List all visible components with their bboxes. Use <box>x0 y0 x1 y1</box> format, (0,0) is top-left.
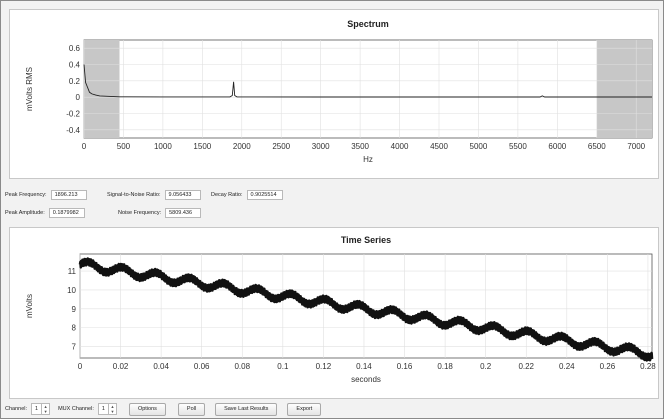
shaded-region <box>84 40 120 138</box>
x-tick-label: 0.1 <box>277 362 289 371</box>
y-tick-label: 0 <box>76 93 81 102</box>
x-tick-label: 0 <box>78 362 83 371</box>
x-tick-label: 0.2 <box>480 362 492 371</box>
poll-button[interactable]: Poll <box>177 402 206 416</box>
noise-frequency-field[interactable]: 5809.436 <box>165 208 202 218</box>
noise-frequency-label: Noise Frequency: <box>118 210 162 216</box>
shaded-region <box>596 40 652 138</box>
time-series-line <box>78 257 654 362</box>
mux-channel-spinner[interactable]: 1 ▲ ▼ <box>97 403 117 415</box>
decay-ratio-label: Decay Ratio: <box>211 192 243 198</box>
plot-area <box>83 39 653 139</box>
x-tick-label: 5000 <box>470 142 488 151</box>
export-button[interactable]: Export <box>287 402 322 416</box>
y-tick-label: 0.6 <box>69 44 81 53</box>
decay-ratio-readout: Decay Ratio: 0.9025514 <box>211 190 283 200</box>
x-tick-label: 4500 <box>430 142 448 151</box>
x-tick-label: 5500 <box>509 142 527 151</box>
spin-down-icon[interactable]: ▼ <box>43 409 48 414</box>
spectrum-chart: Spectrum 0 500 1000 1500 2000 2500 3000 3500 4000… <box>25 19 653 164</box>
mux-channel-value[interactable]: 1 <box>101 406 105 412</box>
spectrum-chart-panel: Spectrum 0 500 1000 1500 2000 2500 3000 3500 4000… <box>9 9 659 179</box>
x-tick-label: 1000 <box>154 142 172 151</box>
y-axis-label: mVolts <box>25 294 34 318</box>
y-tick-label: 7 <box>72 343 77 352</box>
x-tick-label: 0.08 <box>234 362 250 371</box>
channel-spinner[interactable]: 1 ▲ ▼ <box>31 403 51 415</box>
x-axis-label: seconds <box>351 375 381 384</box>
spin-up-icon[interactable]: ▲ <box>110 404 115 409</box>
spectrum-series-line <box>83 64 652 98</box>
snr-label: Signal-to-Noise Ratio: <box>107 192 161 198</box>
spin-up-icon[interactable]: ▲ <box>43 404 48 409</box>
x-tick-label: 1500 <box>193 142 211 151</box>
chart-title: Spectrum <box>347 19 389 29</box>
control-bar: Channel: 1 ▲ ▼ MUX Channel: 1 ▲ ▼ Option… <box>5 402 322 416</box>
y-tick-label: 8 <box>72 324 77 333</box>
y-tick-label: 11 <box>68 267 77 276</box>
x-tick-label: 0.26 <box>600 362 616 371</box>
x-tick-label: 0.24 <box>559 362 575 371</box>
peak-amplitude-readout: Peak Amplitude: 0.1879982 <box>5 208 85 218</box>
x-tick-label: 0.18 <box>437 362 453 371</box>
x-tick-label: 3000 <box>312 142 330 151</box>
x-tick-label: 7000 <box>627 142 645 151</box>
x-tick-label: 0.02 <box>113 362 129 371</box>
x-tick-label: 6500 <box>588 142 606 151</box>
y-tick-label: -0.2 <box>66 110 80 119</box>
options-button[interactable]: Options <box>128 402 166 416</box>
time-series-chart-panel: Time Series 0 0.02 0.04 0.06 0.08 0.1 0.12 0.14 0… <box>9 227 659 399</box>
time-series-chart: Time Series 0 0.02 0.04 0.06 0.08 0.1 0.12 0.14 0… <box>25 235 656 384</box>
x-tick-label: 3500 <box>351 142 369 151</box>
x-tick-label: 2000 <box>233 142 251 151</box>
x-tick-label: 6000 <box>548 142 566 151</box>
snr-field[interactable]: 9.056433 <box>164 190 201 200</box>
x-tick-label: 0.12 <box>316 362 332 371</box>
y-axis-label: mVolts RMS <box>25 67 34 111</box>
x-tick-label: 0.28 <box>640 362 656 371</box>
x-tick-label: 0.22 <box>518 362 534 371</box>
snr-readout: Signal-to-Noise Ratio: 9.056433 <box>107 190 201 200</box>
x-tick-label: 4000 <box>391 142 409 151</box>
x-tick-label: 500 <box>117 142 131 151</box>
x-tick-label: 0.04 <box>153 362 169 371</box>
spin-down-icon[interactable]: ▼ <box>110 409 115 414</box>
channel-label: Channel: <box>5 406 28 412</box>
x-axis-label: Hz <box>363 155 373 164</box>
peak-frequency-label: Peak Frequency: <box>5 192 47 198</box>
save-last-results-button[interactable]: Save Last Results <box>215 402 278 416</box>
y-tick-label: -0.4 <box>66 126 80 135</box>
decay-ratio-field[interactable]: 0.9025514 <box>246 190 283 200</box>
peak-frequency-field[interactable]: 1896.213 <box>50 190 87 200</box>
peak-amplitude-field[interactable]: 0.1879982 <box>48 208 85 218</box>
y-tick-label: 10 <box>67 286 76 295</box>
x-tick-label: 0 <box>82 142 87 151</box>
x-tick-label: 0.16 <box>397 362 413 371</box>
peak-frequency-readout: Peak Frequency: 1896.213 <box>5 190 87 200</box>
y-tick-label: 0.4 <box>69 61 81 70</box>
x-tick-label: 0.06 <box>194 362 210 371</box>
channel-value[interactable]: 1 <box>35 406 39 412</box>
peak-amplitude-label: Peak Amplitude: <box>5 210 45 216</box>
x-tick-label: 2500 <box>272 142 290 151</box>
noise-frequency-readout: Noise Frequency: 5809.436 <box>118 208 202 218</box>
chart-title: Time Series <box>341 235 391 245</box>
x-tick-label: 0.14 <box>356 362 372 371</box>
mux-channel-label: MUX Channel: <box>58 406 94 412</box>
y-tick-label: 0.2 <box>69 77 81 86</box>
y-tick-label: 9 <box>72 305 77 314</box>
